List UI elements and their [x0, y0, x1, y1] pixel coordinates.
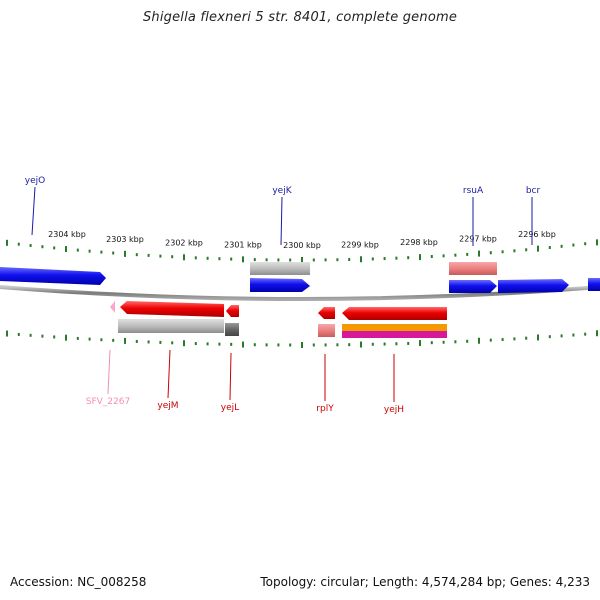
gene-leader-line: [107, 349, 111, 395]
scale-label: 2302 kbp: [165, 238, 203, 247]
gene-label-yejL[interactable]: yejL: [221, 403, 239, 413]
scale-label: 2303 kbp: [106, 235, 144, 244]
map-title: Shigella flexneri 5 str. 8401, complete …: [142, 10, 458, 25]
scale-labels: 2304 kbp 2303 kbp 2302 kbp 2301 kbp 2300 kbp…: [48, 230, 556, 250]
gene-label-bcr[interactable]: bcr: [526, 186, 541, 196]
gene-yejM-arrow[interactable]: [120, 301, 224, 317]
genome-backbone: [0, 285, 600, 301]
gene-label-yejK[interactable]: yejK: [272, 186, 292, 196]
gene-leader-line: [31, 186, 36, 236]
scale-ticks-bottom: [6, 330, 598, 348]
gene-label-yejH[interactable]: yejH: [384, 405, 404, 415]
feature-yejH-magenta: [342, 331, 447, 338]
gene-labels: yejO yejK rsuA bcr SFV_2267 yejM yejL rp…: [25, 176, 541, 415]
scale-label: 2298 kbp: [400, 238, 438, 247]
gene-leader-line: [167, 349, 171, 399]
feature-rsuA-pink: [449, 262, 497, 275]
gene-rsuA-arrow[interactable]: [449, 280, 497, 293]
genome-summary-text: Topology: circular; Length: 4,574,284 bp…: [260, 575, 590, 589]
gene-yejO-arrow[interactable]: [0, 267, 106, 285]
gene-label-rplY[interactable]: rplY: [316, 404, 334, 414]
feature-yejH-orange: [342, 324, 447, 331]
scale-label: 2299 kbp: [341, 240, 379, 249]
gene-partial-arrow[interactable]: [588, 278, 600, 291]
gene-label-rsuA[interactable]: rsuA: [463, 186, 484, 196]
gene-leader-line: [280, 196, 283, 246]
feature-yejL-grey: [225, 323, 239, 336]
scale-label: 2296 kbp: [518, 230, 556, 239]
gene-leader-line: [229, 352, 232, 401]
gene-bcr-arrow[interactable]: [498, 279, 569, 293]
accession-text: Accession: NC_008258: [10, 575, 147, 589]
scale-label: 2301 kbp: [224, 240, 262, 249]
scale-label: 2297 kbp: [459, 235, 497, 244]
scale-label: 2300 kbp: [283, 241, 321, 250]
feature-rplY-pink: [318, 324, 335, 337]
gene-yejH-arrow[interactable]: [342, 307, 447, 320]
gene-label-leaders: [31, 186, 533, 402]
gene-yejK-arrow[interactable]: [250, 278, 310, 292]
gene-label-yejM[interactable]: yejM: [157, 401, 178, 411]
gene-rplY-arrow[interactable]: [318, 307, 335, 319]
feature-yejM-grey: [118, 319, 224, 333]
gene-SFV_2267-arrow[interactable]: [110, 301, 115, 313]
feature-yejK-grey: [250, 262, 310, 275]
gene-label-yejO[interactable]: yejO: [25, 176, 45, 186]
gene-yejL-arrow[interactable]: [226, 305, 239, 317]
scale-label: 2304 kbp: [48, 230, 86, 239]
scale-ticks-top: [6, 239, 598, 263]
gene-label-SFV_2267[interactable]: SFV_2267: [86, 397, 130, 407]
